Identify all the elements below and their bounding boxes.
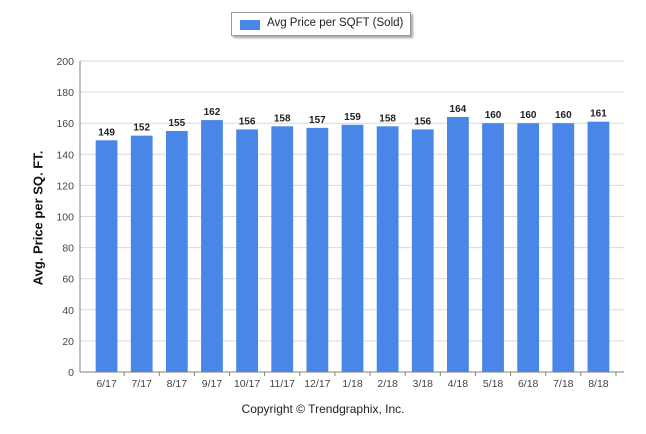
bar: [130, 135, 153, 372]
bar-value-label: 158: [379, 113, 396, 124]
x-tick-label: 6/18: [518, 378, 539, 390]
bar: [587, 121, 610, 373]
y-tick-label: 160: [56, 118, 74, 130]
bar: [517, 123, 540, 372]
legend-label: Avg Price per SQFT (Sold): [267, 17, 404, 29]
copyright-footer: Copyright © Trendgraphix, Inc.: [241, 402, 405, 416]
bar: [306, 127, 329, 373]
x-tick-label: 10/17: [234, 378, 260, 390]
y-axis-label: Avg. Price per SQ. FT.: [30, 150, 46, 286]
x-tick-label: 1/18: [342, 378, 363, 390]
x-tick-label: 8/17: [167, 378, 188, 390]
bar-value-label: 149: [98, 127, 115, 138]
y-tick-label: 20: [62, 336, 74, 348]
bar: [447, 116, 469, 372]
bar-value-label: 158: [274, 113, 291, 124]
bar-value-label: 156: [239, 116, 256, 127]
bar-value-label: 156: [414, 116, 431, 127]
x-tick-label: 12/17: [304, 378, 330, 390]
x-tick-label: 5/18: [483, 378, 504, 390]
bar: [165, 130, 188, 372]
y-tick-label: 0: [68, 367, 74, 379]
bar: [411, 129, 434, 372]
y-tick-label: 100: [56, 212, 74, 224]
bar-value-label: 164: [450, 104, 467, 115]
y-tick-label: 80: [62, 243, 74, 255]
bar: [341, 124, 364, 372]
x-tick-label: 8/18: [588, 378, 609, 390]
bar: [201, 120, 223, 372]
x-tick-label: 9/17: [202, 378, 223, 390]
bar-value-label: 162: [204, 107, 221, 118]
x-tick-label: 11/17: [269, 378, 295, 390]
bar-value-label: 157: [309, 115, 326, 126]
x-tick-label: 7/17: [131, 378, 152, 390]
bar-value-label: 152: [133, 123, 150, 134]
x-tick-label: 4/18: [448, 378, 469, 390]
y-tick-label: 180: [56, 87, 74, 99]
y-tick-label: 140: [56, 149, 74, 161]
bar-value-label: 159: [344, 112, 361, 123]
y-tick-label: 200: [56, 56, 74, 68]
bar-value-label: 160: [555, 110, 572, 121]
y-tick-label: 40: [62, 305, 74, 317]
y-tick-label: 120: [56, 180, 74, 192]
bar: [236, 129, 258, 372]
legend: Avg Price per SQFT (Sold): [231, 12, 411, 36]
bar-value-label: 155: [168, 118, 185, 129]
x-tick-label: 7/18: [553, 378, 574, 390]
bar: [376, 126, 399, 372]
bar-value-label: 160: [485, 110, 502, 121]
bar: [271, 126, 294, 372]
x-tick-label: 2/18: [377, 378, 398, 390]
bar: [482, 123, 504, 372]
bar: [95, 140, 118, 372]
legend-swatch: [240, 20, 260, 30]
bar-value-label: 160: [520, 110, 537, 121]
x-tick-label: 6/17: [96, 378, 117, 390]
bar: [552, 123, 575, 372]
bar-value-label: 161: [590, 109, 607, 120]
x-tick-label: 3/18: [413, 378, 434, 390]
y-tick-label: 60: [62, 274, 74, 286]
